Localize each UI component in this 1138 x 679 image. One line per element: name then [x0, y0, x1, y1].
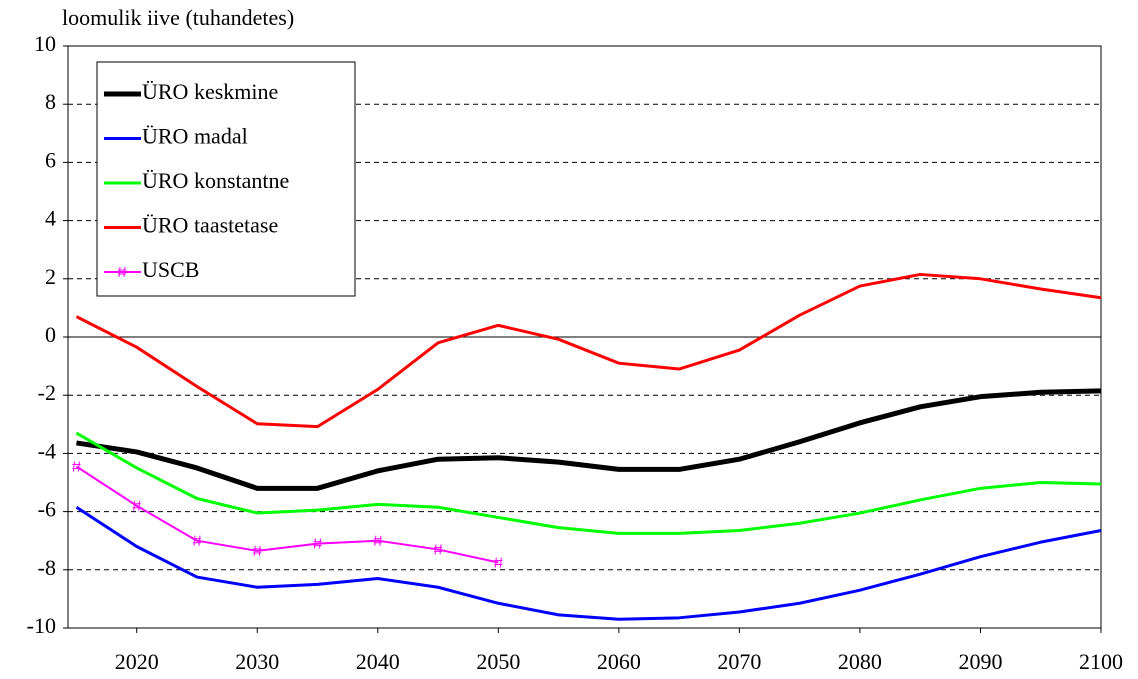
point-marker — [494, 557, 503, 568]
x-tick-label: 2080 — [838, 649, 882, 674]
y-tick-label: -8 — [38, 555, 56, 580]
series-line — [75, 431, 1102, 535]
y-tick-label: 8 — [45, 89, 56, 114]
y-tick-label: 6 — [45, 147, 56, 172]
legend-label: ÜRO keskmine — [142, 79, 278, 104]
y-axis-label: loomulik iive (tuhandetes) — [62, 5, 294, 30]
x-tick-label: 2070 — [717, 649, 761, 674]
point-marker — [253, 545, 262, 556]
y-tick-label: -4 — [38, 438, 56, 463]
x-tick-label: 2060 — [597, 649, 641, 674]
x-tick-label: 2100 — [1079, 649, 1123, 674]
point-marker — [72, 461, 81, 472]
y-tick-label: -10 — [27, 613, 56, 638]
legend-label: ÜRO taastetase — [142, 213, 278, 238]
legend-label: ÜRO konstantne — [142, 168, 289, 193]
y-tick-label: -6 — [38, 497, 56, 522]
series-line — [76, 388, 1102, 491]
y-tick-label: 0 — [45, 322, 56, 347]
point-marker — [434, 544, 443, 555]
x-tick-label: 2040 — [356, 649, 400, 674]
legend-label: ÜRO madal — [142, 124, 248, 149]
legend-box — [96, 61, 356, 297]
point-marker — [132, 500, 141, 511]
point-marker — [373, 535, 382, 546]
y-tick-label: -2 — [38, 380, 56, 405]
legend-label: USCB — [142, 257, 199, 282]
x-tick-label: 2030 — [235, 649, 279, 674]
x-tick-label: 2090 — [958, 649, 1002, 674]
series-line — [75, 272, 1102, 429]
legend-marker — [118, 266, 126, 278]
point-marker — [192, 535, 201, 546]
series-line — [75, 505, 1102, 621]
x-tick-label: 2050 — [476, 649, 520, 674]
series-line — [75, 465, 499, 564]
y-tick-label: 4 — [45, 206, 56, 231]
y-tick-label: 10 — [34, 31, 56, 56]
y-tick-label: 2 — [45, 264, 56, 289]
point-marker — [313, 538, 322, 549]
x-tick-label: 2020 — [115, 649, 159, 674]
